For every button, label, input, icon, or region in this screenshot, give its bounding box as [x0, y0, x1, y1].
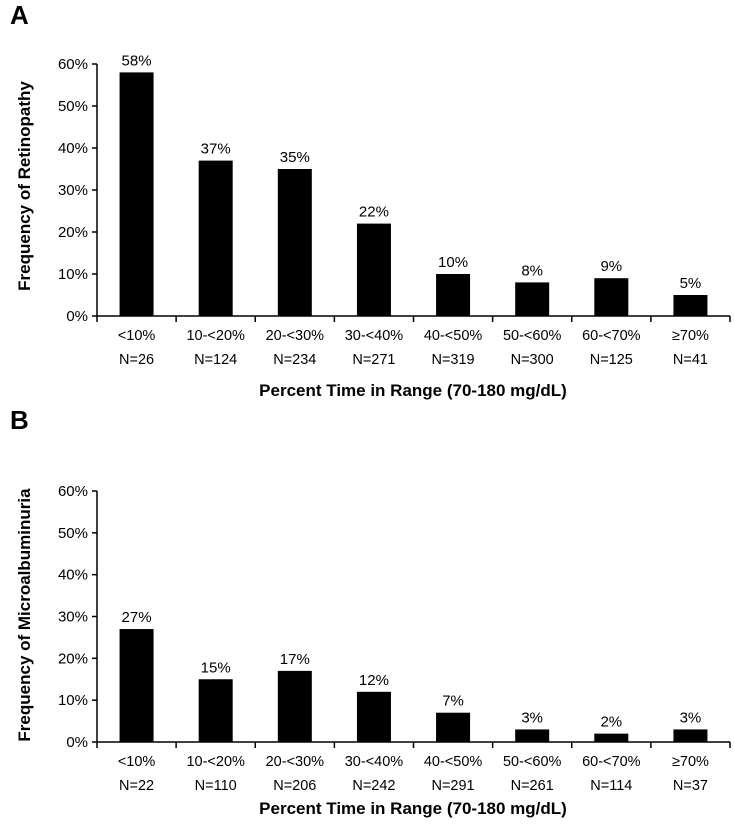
data-label: 27% — [122, 609, 152, 626]
data-label: 58% — [122, 52, 152, 69]
y-tick-label: 50% — [58, 525, 88, 542]
data-label: 3% — [521, 709, 543, 726]
bar — [198, 679, 233, 742]
x-tick-label: 10-<20% — [186, 754, 245, 770]
bar — [436, 274, 471, 316]
x-tick-label: 50-<60% — [503, 328, 562, 344]
x-tick-n-label: N=125 — [590, 352, 633, 368]
bar — [277, 670, 312, 742]
y-tick-label: 10% — [58, 266, 88, 283]
x-tick-n-label: N=300 — [511, 352, 554, 368]
x-tick-n-label: N=242 — [352, 778, 395, 794]
x-tick-n-label: N=110 — [195, 778, 237, 794]
y-tick-label: 10% — [58, 692, 88, 709]
x-tick-label: 40-<50% — [424, 754, 483, 770]
x-tick-n-label: N=319 — [431, 352, 474, 368]
panel-b: B Frequency of Microalbuminuria Percent … — [10, 405, 731, 818]
x-tick-n-label: N=41 — [673, 352, 708, 368]
x-tick-label: ≥70% — [672, 328, 709, 344]
data-label: 8% — [521, 262, 543, 279]
bar — [594, 278, 629, 316]
data-label: 7% — [442, 693, 464, 710]
y-tick-label: 30% — [58, 182, 88, 199]
x-tick-label: 20-<30% — [266, 328, 325, 344]
data-label: 5% — [680, 275, 702, 292]
x-tick-label: 40-<50% — [424, 328, 483, 344]
y-tick-label: 20% — [58, 224, 88, 241]
y-axis-title-b: Frequency of Microalbuminuria — [15, 488, 34, 742]
data-label: 37% — [201, 141, 231, 158]
data-label: 35% — [280, 149, 310, 166]
x-tick-n-label: N=261 — [511, 778, 554, 794]
data-label: 22% — [359, 204, 389, 221]
x-tick-n-label: N=291 — [431, 778, 474, 794]
x-tick-label: ≥70% — [672, 754, 709, 770]
panel-letter-b: B — [10, 405, 29, 435]
bar — [673, 295, 708, 316]
bar — [515, 282, 550, 316]
y-tick-label: 0% — [66, 734, 88, 751]
bar — [119, 629, 154, 742]
x-tick-n-label: N=206 — [273, 778, 316, 794]
x-axis-title-b: Percent Time in Range (70-180 mg/dL) — [259, 799, 567, 818]
y-tick-label: 50% — [58, 98, 88, 115]
y-tick-label: 60% — [58, 56, 88, 73]
data-label: 2% — [600, 714, 622, 731]
x-tick-n-label: N=22 — [119, 778, 154, 794]
x-tick-label: 30-<40% — [345, 754, 404, 770]
x-tick-n-label: N=26 — [119, 352, 154, 368]
y-tick-label: 40% — [58, 140, 88, 157]
x-tick-n-label: N=114 — [590, 778, 632, 794]
x-tick-label: 60-<70% — [582, 328, 641, 344]
x-axis-title-a: Percent Time in Range (70-180 mg/dL) — [259, 381, 567, 400]
y-axis-title-a: Frequency of Retinopathy — [15, 81, 34, 291]
data-label: 15% — [201, 659, 231, 676]
x-tick-label: 20-<30% — [266, 754, 325, 770]
data-label: 10% — [438, 254, 468, 271]
x-tick-label: 30-<40% — [345, 328, 404, 344]
bar — [198, 160, 233, 316]
x-tick-n-label: N=37 — [673, 778, 708, 794]
bar — [119, 72, 154, 317]
panel-letter-a: A — [10, 0, 29, 30]
bar — [277, 169, 312, 316]
bar — [594, 733, 629, 742]
y-tick-label: 40% — [58, 567, 88, 584]
x-tick-n-label: N=124 — [194, 352, 237, 368]
bar — [356, 223, 391, 316]
data-label: 9% — [600, 258, 622, 275]
bar — [436, 712, 471, 742]
data-label: 17% — [280, 651, 310, 668]
y-tick-label: 20% — [58, 650, 88, 667]
x-tick-label: 50-<60% — [503, 754, 562, 770]
x-tick-label: 10-<20% — [186, 328, 245, 344]
y-tick-label: 0% — [66, 308, 88, 325]
bar — [673, 729, 708, 742]
panel-a: A Frequency of Retinopathy Percent Time … — [10, 0, 731, 400]
x-tick-label: 60-<70% — [582, 754, 641, 770]
x-tick-n-label: N=271 — [352, 352, 395, 368]
y-tick-label: 60% — [58, 483, 88, 500]
x-tick-n-label: N=234 — [273, 352, 316, 368]
bar — [356, 691, 391, 742]
y-tick-label: 30% — [58, 609, 88, 626]
x-tick-label: <10% — [118, 754, 156, 770]
data-label: 3% — [680, 709, 702, 726]
x-tick-label: <10% — [118, 328, 156, 344]
data-label: 12% — [359, 672, 389, 689]
bar — [515, 729, 550, 742]
